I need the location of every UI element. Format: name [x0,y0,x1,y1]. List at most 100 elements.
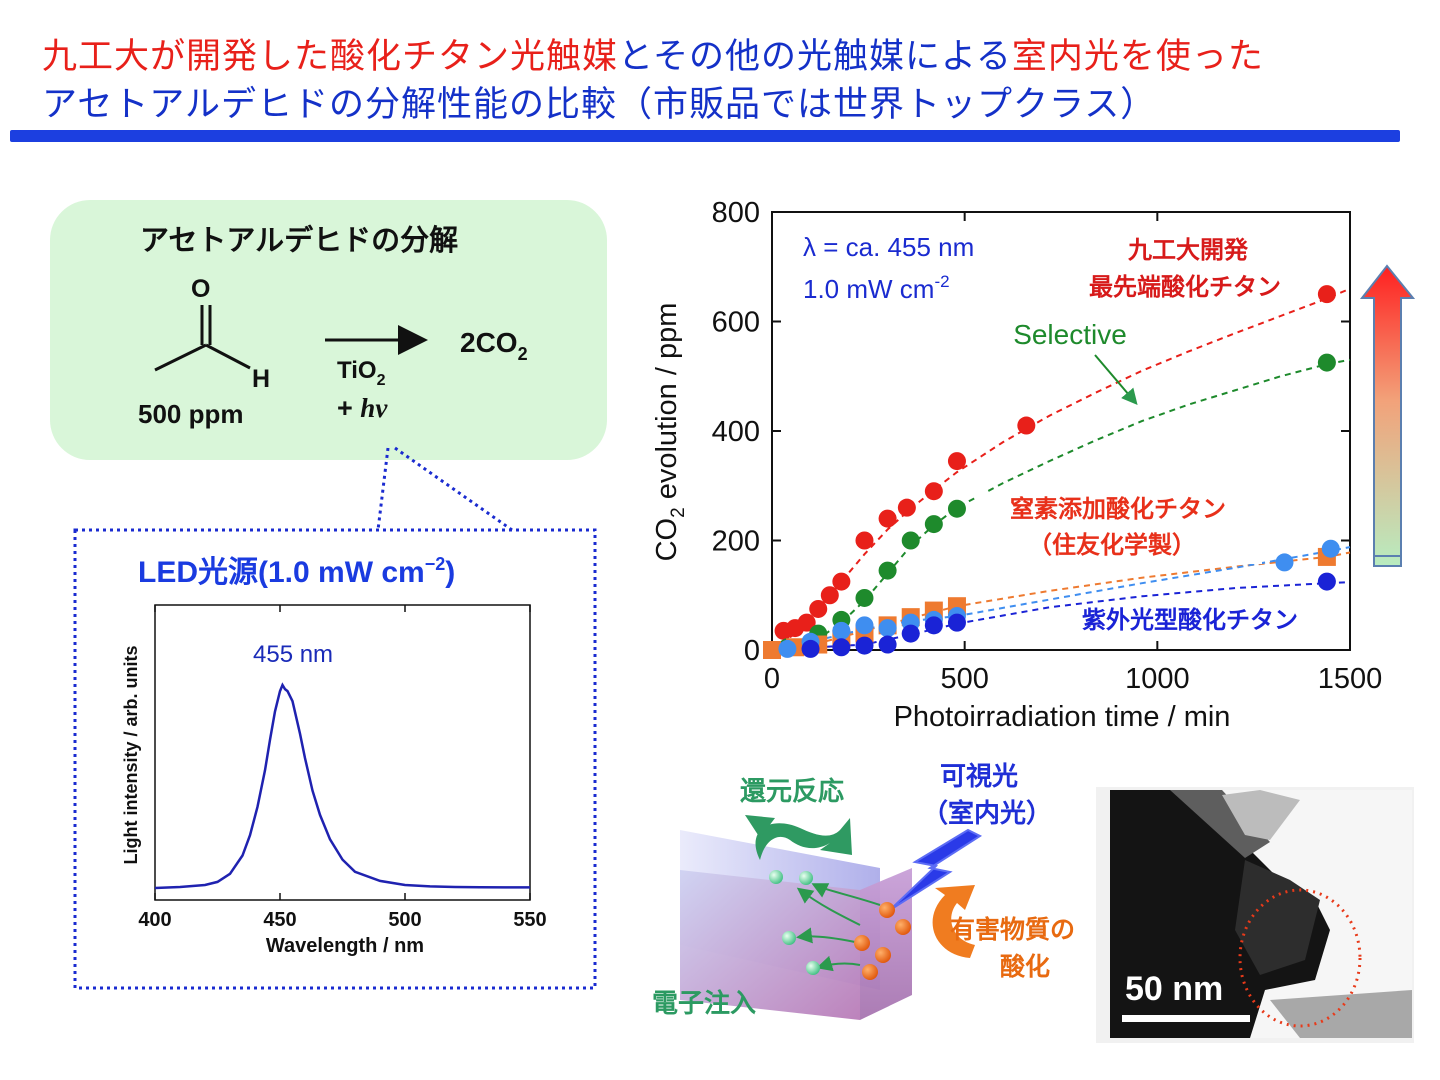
electron-dot [769,870,783,884]
co2-x-tick-label: 1000 [1125,663,1190,695]
label-kyutech-line2: 最先端酸化チタン [1089,273,1281,301]
co2-y-tick-label: 200 [712,526,760,558]
data-point-series-3 [1275,553,1294,572]
title-highlight-indoor-light: 室内光を使った [1011,37,1264,77]
lightning-bolt-icon [889,828,983,911]
title-underline-bar [10,130,1400,142]
co2-y-tick-label: 800 [712,197,760,229]
reaction-heading: アセトアルデヒドの分解 [140,223,458,257]
methyl-bond [154,343,207,372]
spectrum-y-axis-label: Light intensity / arb. units [121,645,141,864]
data-point-series-1 [924,515,943,534]
data-point-series-1 [855,588,874,607]
data-point-series-4 [947,613,966,632]
co2-evolution-chart: 0 500 1000 1500 0 200 400 600 800 Photoirradiati… [651,197,1382,733]
label-nitrogen-tio2: 窒素添加酸化チタン （住友化学製） [978,492,1262,564]
label-background [978,492,1262,564]
tem-particle-edge [1170,790,1270,858]
led-panel-border [73,528,597,990]
performance-gradient-arrow [1359,264,1416,567]
page-title-line-2: アセトアルデヒドの分解性能の比較（市販品では世界トップクラス） [42,85,1157,125]
data-point-series-3 [778,639,797,658]
fit-curve-series-1 [771,358,1351,651]
oxidation-curved-arrow [932,885,975,958]
peak-wavelength-label: 455 nm [253,641,333,668]
hole-dot [895,919,911,935]
tem-highlight-ring [1238,888,1362,1028]
electron-injection-label: 電子注入 [652,988,756,1018]
oxidation-line2: 酸化 [1000,952,1050,981]
slab-front-face [680,870,860,1020]
spectrum-x-tick-label: 400 [138,909,171,931]
spectrum-x-tick-label: 550 [513,909,546,931]
tem-particle-dark [1110,790,1330,1038]
tem-particle-light [1222,790,1300,840]
electron-dot [799,871,813,885]
light-energy-label: + hν [337,393,388,423]
label-kyutech-tio2: 九工大開発 最先端酸化チタン [1062,232,1314,302]
title-highlight-tio2: 九工大が開発した酸化チタン光触媒 [42,37,619,77]
label-selective: Selective [1013,319,1127,350]
title-middle-text: とその他の光触媒による [618,37,1012,77]
spectrum-x-tick-label: 500 [388,909,421,931]
callout-connector [376,446,513,532]
tem-particle-mid [1235,860,1320,975]
spectrum-x-ticks: 400 450 500 550 [138,605,547,931]
condition-power: 1.0 mW cm-2 [803,272,950,304]
data-point-series-4 [832,638,851,657]
spectrum-line [154,682,530,890]
data-point-series-0 [809,599,828,618]
concentration-label: 500 ppm [138,399,244,429]
data-point-series-0 [924,482,943,501]
atom-hydrogen: H [252,365,270,393]
co2-y-tick-label: 400 [712,416,760,448]
gradient-arrow-shape [1359,264,1416,567]
data-point-series-4 [1317,572,1336,591]
product-label: 2CO2 [460,327,528,364]
oxidation-line1: 有害物質の [950,915,1075,944]
slab-end-face [860,868,912,1020]
data-point-series-3 [855,616,874,635]
visible-light-line1: 可視光 [940,761,1018,791]
reaction-bubble: アセトアルデヒドの分解 O H 500 ppm TiO2 + hν 2CO2 [50,200,607,460]
co2-y-tick-label: 0 [744,635,760,667]
data-point-series-3 [832,621,851,640]
condition-wavelength: λ = ca. 455 nm [803,232,974,262]
reduction-label: 還元反応 [740,776,844,806]
data-point-series-3 [878,619,897,638]
data-point-series-0 [1317,285,1336,304]
data-point-series-4 [924,616,943,635]
hole-dot [854,935,870,951]
co2-axis-ticks: 0 500 1000 1500 0 200 400 600 800 [712,197,1383,695]
data-point-series-0 [878,509,897,528]
data-point-series-0 [947,452,966,471]
data-point-series-4 [855,636,874,655]
electron-path-1 [811,883,881,906]
selective-pointer-arrow [1094,354,1138,406]
spectrum-plot-frame [154,604,531,901]
data-point-series-1 [947,499,966,518]
co2-x-tick-label: 500 [940,663,988,695]
data-point-series-0 [832,572,851,591]
electron-path-2 [796,887,861,926]
data-point-series-2 [763,641,781,659]
reduction-arrow-head [745,815,775,838]
hole-dot [879,902,895,918]
fit-curve-series-4 [771,581,1351,651]
electron-path-3 [796,927,856,944]
reduction-curved-arrow [755,818,852,860]
label-background [1062,232,1314,302]
data-point-series-0 [820,586,839,605]
co2-x-tick-label: 0 [764,663,780,695]
co2-x-tick-label: 1500 [1318,663,1383,695]
data-point-series-1 [878,561,897,580]
data-point-series-0 [1017,416,1036,435]
hole-dot [862,964,878,980]
electron-dot [806,961,820,975]
visible-light-line2: （室内光） [922,798,1052,828]
co2-x-axis-label: Photoirradiation time / min [894,701,1231,733]
data-point-series-4 [801,639,820,658]
co2-y-tick-label: 600 [712,307,760,339]
catalyst-label: TiO2 [337,357,386,389]
